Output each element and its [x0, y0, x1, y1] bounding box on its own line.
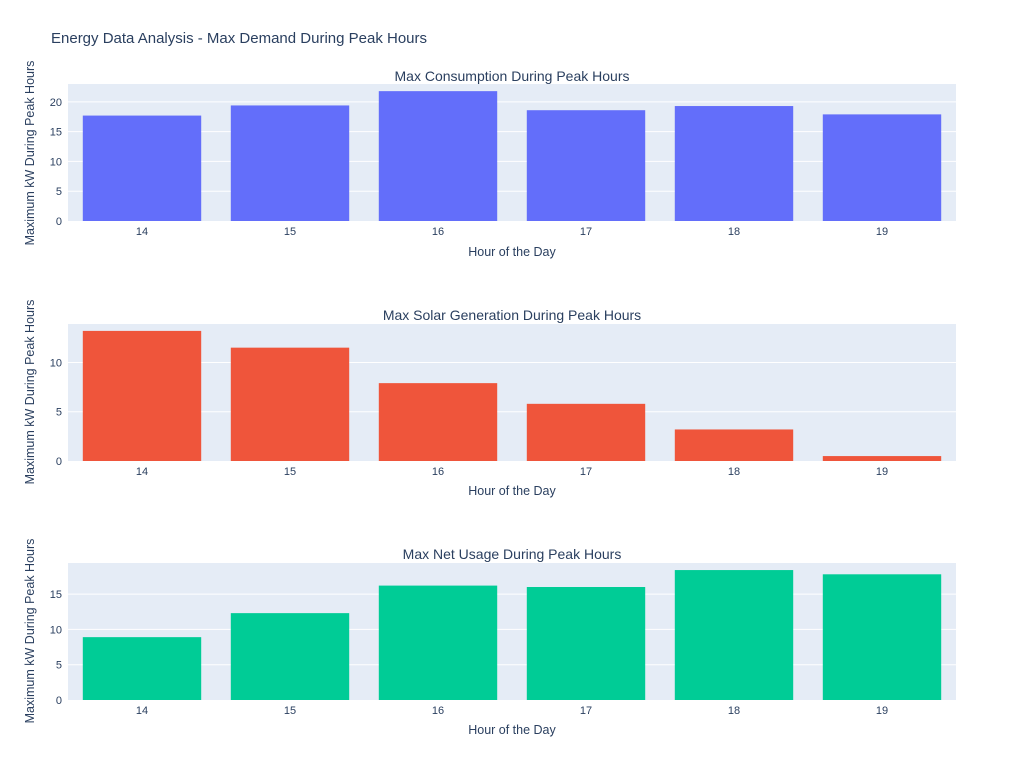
subplot-title: Max Solar Generation During Peak Hours [383, 307, 641, 323]
x-tick-label: 14 [136, 226, 148, 238]
y-tick-labels: 0 5 10 15 [50, 589, 62, 707]
x-tick-label: 17 [580, 705, 592, 717]
x-tick-label: 15 [284, 226, 296, 238]
bars [82, 91, 942, 221]
x-tick-label: 18 [728, 226, 740, 238]
bars [82, 570, 942, 700]
y-tick-labels: 0 5 10 [50, 357, 62, 468]
x-axis-title: Hour of the Day [468, 484, 556, 498]
bar-17 [526, 110, 646, 221]
y-tick-label: 10 [50, 156, 62, 168]
x-axis-title: Hour of the Day [468, 723, 556, 737]
plot-background [68, 84, 956, 221]
x-tick-labels: 14 15 16 17 18 19 [136, 466, 888, 478]
y-axis-title: Maximum kW During Peak Hours [23, 539, 37, 724]
bar-18 [674, 570, 794, 700]
y-tick-label: 10 [50, 624, 62, 636]
bar-15 [230, 347, 350, 461]
subplot-net-usage: 0 5 10 15 14 15 16 17 18 19 Max Net Usage During… [23, 539, 956, 737]
bar-14 [82, 330, 202, 461]
bar-17 [526, 403, 646, 461]
x-tick-label: 18 [728, 466, 740, 478]
x-tick-label: 14 [136, 705, 148, 717]
x-tick-label: 16 [432, 705, 444, 717]
x-tick-label: 17 [580, 226, 592, 238]
bar-19 [822, 114, 942, 221]
x-tick-label: 16 [432, 466, 444, 478]
x-tick-label: 14 [136, 466, 148, 478]
x-tick-label: 19 [876, 466, 888, 478]
y-tick-labels: 0 5 10 15 20 [50, 97, 62, 228]
bar-19 [822, 456, 942, 461]
y-tick-label: 5 [56, 186, 62, 198]
gridlines [68, 361, 956, 413]
figure-title: Energy Data Analysis - Max Demand During… [51, 30, 427, 47]
bar-19 [822, 574, 942, 700]
bar-15 [230, 105, 350, 221]
bar-16 [378, 383, 498, 461]
bar-16 [378, 91, 498, 221]
y-tick-label: 10 [50, 357, 62, 369]
x-tick-label: 17 [580, 466, 592, 478]
subplot-title: Max Net Usage During Peak Hours [403, 546, 622, 562]
gridlines [68, 593, 956, 666]
x-tick-label: 18 [728, 705, 740, 717]
y-tick-label: 5 [56, 407, 62, 419]
plot-background [68, 324, 956, 461]
plot-background [68, 563, 956, 700]
y-tick-label: 20 [50, 97, 62, 109]
y-axis-title: Maximum kW During Peak Hours [23, 300, 37, 485]
x-axis-title: Hour of the Day [468, 245, 556, 259]
x-tick-labels: 14 15 16 17 18 19 [136, 705, 888, 717]
x-tick-label: 16 [432, 226, 444, 238]
x-tick-labels: 14 15 16 17 18 19 [136, 226, 888, 238]
subplot-solar: 0 5 10 14 15 16 17 18 19 Max Solar Generation D… [23, 300, 956, 498]
x-tick-label: 19 [876, 226, 888, 238]
y-tick-label: 15 [50, 127, 62, 139]
y-tick-label: 5 [56, 660, 62, 672]
y-tick-label: 15 [50, 589, 62, 601]
bar-15 [230, 613, 350, 700]
bars [82, 330, 942, 461]
subplot-title: Max Consumption During Peak Hours [395, 68, 630, 84]
gridlines [68, 101, 956, 192]
x-tick-label: 19 [876, 705, 888, 717]
x-tick-label: 15 [284, 705, 296, 717]
bar-18 [674, 429, 794, 461]
y-tick-label: 0 [56, 695, 62, 707]
bar-16 [378, 585, 498, 700]
y-axis-title: Maximum kW During Peak Hours [23, 61, 37, 246]
y-tick-label: 0 [56, 456, 62, 468]
subplot-consumption: 0 5 10 15 20 14 15 16 17 18 19 Max Consumption Du… [23, 61, 956, 259]
bar-18 [674, 106, 794, 221]
bar-17 [526, 587, 646, 700]
bar-14 [82, 115, 202, 221]
y-tick-label: 0 [56, 216, 62, 228]
x-tick-label: 15 [284, 466, 296, 478]
bar-14 [82, 637, 202, 700]
